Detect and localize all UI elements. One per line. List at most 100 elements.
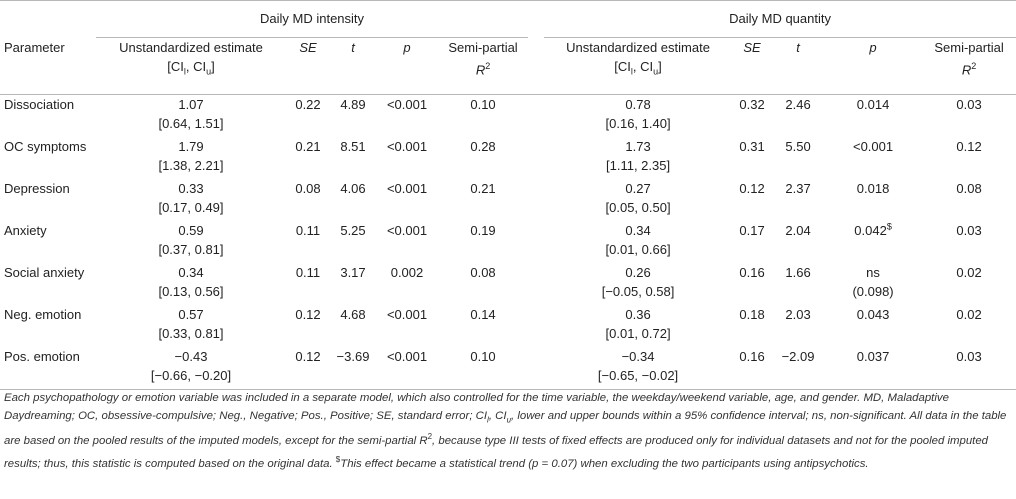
quantity-r2: 0.03 [922, 347, 1016, 390]
quantity-estimate: 0.27 [0.05, 0.50] [605, 181, 671, 215]
quantity-t: 2.37 [785, 181, 811, 196]
quantity-p: 0.043 [856, 307, 890, 322]
column-header-row: Parameter Unstandardized estimate [CIl, … [0, 37, 1016, 95]
quantity-t: 1.66 [785, 265, 811, 280]
quantity-p: <0.001 [852, 139, 894, 154]
quantity-estimate: 0.36 [0.01, 0.72] [605, 307, 671, 341]
intensity-t: −3.69 [330, 347, 376, 390]
quantity-t: 5.50 [785, 139, 811, 154]
quantity-estimate: 0.78 [0.16, 1.40] [605, 97, 671, 131]
intensity-r2: 0.28 [470, 139, 496, 154]
quantity-se: 0.12 [739, 181, 765, 196]
quantity-r2: 0.02 [956, 307, 982, 322]
quantity-t: 2.46 [785, 97, 811, 112]
table-row: Social anxiety 0.34 [0.13, 0.56] 0.11 3.1… [0, 263, 1016, 305]
quantity-se: 0.16 [732, 347, 773, 390]
quantity-p: ns (0.098) [852, 265, 894, 299]
intensity-estimate: 1.79 [1.38, 2.21] [158, 139, 224, 173]
quantity-estimate: −0.34 [−0.65, −0.02] [544, 347, 733, 390]
quantity-estimate: 0.34 [0.01, 0.66] [605, 223, 671, 257]
intensity-p: 0.002 [390, 265, 424, 280]
row-parameter: Depression [4, 181, 70, 196]
col-estimate-intensity: Unstandardized estimate [CIl, CIu] [96, 37, 286, 95]
table-row: Neg. emotion 0.57 [0.33, 0.81] 0.12 4.68 … [0, 305, 1016, 347]
intensity-t: 4.68 [340, 307, 366, 322]
quantity-t: −2.09 [772, 347, 825, 390]
quantity-estimate: 1.73 [1.11, 2.35] [606, 139, 671, 173]
intensity-r2: 0.14 [470, 307, 496, 322]
col-estimate-quantity: Unstandardized estimate [CIl, CIu] [544, 37, 733, 95]
quantity-se: 0.18 [739, 307, 765, 322]
quantity-p: 0.018 [856, 181, 890, 196]
footnote-marker: $ [886, 221, 892, 232]
table-row: Anxiety 0.59 [0.37, 0.81] 0.11 5.25 <0.00… [0, 221, 1016, 263]
intensity-t: 3.17 [340, 265, 366, 280]
intensity-r2: 0.08 [470, 265, 496, 280]
intensity-estimate: 1.07 [0.64, 1.51] [158, 97, 224, 131]
row-parameter: OC symptoms [4, 139, 87, 154]
intensity-t: 5.25 [340, 223, 366, 238]
intensity-estimate: 0.34 [0.13, 0.56] [158, 265, 224, 299]
intensity-p: <0.001 [386, 223, 428, 238]
quantity-r2: 0.03 [956, 223, 982, 238]
intensity-t: 4.89 [340, 97, 366, 112]
table-footnote: Each psychopathology or emotion variable… [4, 392, 1007, 470]
quantity-se: 0.16 [739, 265, 765, 280]
intensity-se: 0.12 [295, 307, 321, 322]
intensity-se: 0.12 [286, 347, 330, 390]
quantity-p: 0.037 [824, 347, 923, 390]
intensity-r2: 0.10 [470, 97, 496, 112]
quantity-r2: 0.02 [956, 265, 982, 280]
col-r2-quantity: Semi-partial R2 [922, 37, 1016, 95]
intensity-t: 8.51 [340, 139, 366, 154]
quantity-p: 0.042$ [854, 221, 892, 238]
table-row: Depression 0.33 [0.17, 0.49] 0.08 4.06 <0… [0, 179, 1016, 221]
col-se-quantity: SE [732, 37, 773, 95]
col-r2-intensity: Semi-partial R2 [438, 37, 529, 95]
quantity-se: 0.17 [739, 223, 765, 238]
intensity-r2: 0.21 [470, 181, 496, 196]
group-intensity: Daily MD intensity [96, 0, 529, 38]
row-parameter: Social anxiety [4, 265, 85, 280]
col-p-quantity: p [824, 37, 923, 95]
intensity-se: 0.21 [295, 139, 321, 154]
intensity-estimate: 0.33 [0.17, 0.49] [158, 181, 224, 215]
quantity-p: 0.014 [856, 97, 890, 112]
row-parameter: Dissociation [4, 97, 75, 112]
row-parameter: Pos. emotion [0, 347, 96, 390]
intensity-estimate: −0.43 [−0.66, −0.20] [96, 347, 286, 390]
col-se-intensity: SE [286, 37, 330, 95]
intensity-p: <0.001 [376, 347, 438, 390]
quantity-t: 2.04 [785, 223, 811, 238]
intensity-r2: 0.19 [470, 223, 496, 238]
col-p-intensity: p [376, 37, 438, 95]
intensity-se: 0.11 [295, 265, 321, 280]
group-header-row: Daily MD intensity Daily MD quantity [0, 0, 1016, 38]
table-row: OC symptoms 1.79 [1.38, 2.21] 0.21 8.51 <… [0, 137, 1016, 179]
intensity-se: 0.08 [295, 181, 321, 196]
quantity-r2: 0.03 [956, 97, 982, 112]
table-row: Dissociation 1.07 [0.64, 1.51] 0.22 4.89 … [0, 95, 1016, 138]
intensity-estimate: 0.57 [0.33, 0.81] [158, 307, 224, 341]
quantity-se: 0.32 [739, 97, 765, 112]
quantity-t: 2.03 [785, 307, 811, 322]
intensity-p: <0.001 [386, 181, 428, 196]
results-table: Daily MD intensity Daily MD quantity Par… [0, 0, 1016, 390]
intensity-p: <0.001 [386, 97, 428, 112]
row-parameter: Anxiety [4, 223, 47, 238]
intensity-r2: 0.10 [438, 347, 529, 390]
col-parameter: Parameter [0, 37, 96, 95]
row-parameter: Neg. emotion [4, 307, 82, 322]
intensity-se: 0.22 [295, 97, 321, 112]
group-quantity: Daily MD quantity [544, 0, 1016, 38]
intensity-t: 4.06 [340, 181, 366, 196]
intensity-estimate: 0.59 [0.37, 0.81] [158, 223, 224, 257]
quantity-estimate: 0.26 [−0.05, 0.58] [601, 265, 675, 299]
intensity-p: <0.001 [386, 307, 428, 322]
intensity-se: 0.11 [295, 223, 321, 238]
quantity-se: 0.31 [739, 139, 765, 154]
col-t-intensity: t [330, 37, 376, 95]
quantity-r2: 0.08 [956, 181, 982, 196]
table-row: Pos. emotion −0.43 [−0.66, −0.20] 0.12 −3… [0, 347, 1016, 390]
